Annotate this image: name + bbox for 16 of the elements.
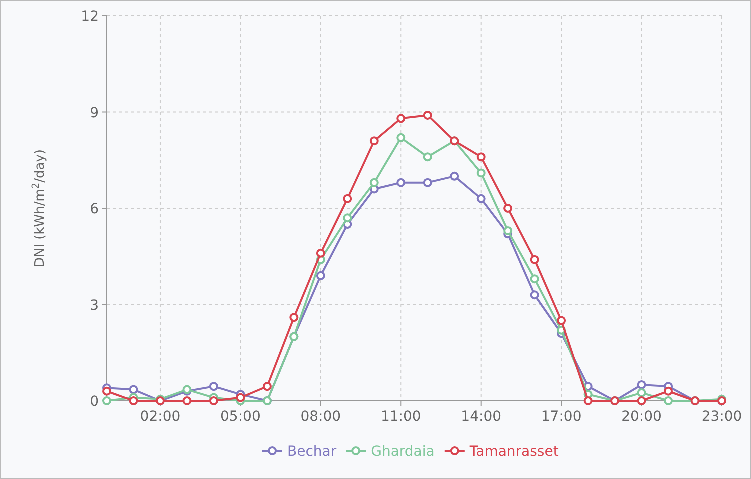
x-tick-label: 23:00 (702, 409, 742, 425)
x-tick-label: 14:00 (461, 409, 502, 425)
y-tick-label: 6 (90, 202, 100, 218)
y-tick-label: 3 (90, 298, 99, 314)
x-tick-label: 20:00 (622, 409, 662, 425)
x-tick-label: 02:00 (140, 409, 181, 425)
legend-label: Ghardaia (371, 444, 435, 460)
x-tick-label: 08:00 (300, 409, 342, 425)
x-tick-label: 11:00 (380, 409, 422, 425)
x-tick-label: 17:00 (541, 409, 582, 425)
legend-label: Bechar (288, 444, 337, 460)
y-tick-label: 12 (81, 9, 99, 25)
y-tick-label: 9 (90, 105, 99, 122)
legend-label: Tamanrasset (468, 444, 560, 460)
x-tick-label: 05:00 (220, 409, 261, 425)
y-tick-label: 0 (90, 394, 99, 410)
